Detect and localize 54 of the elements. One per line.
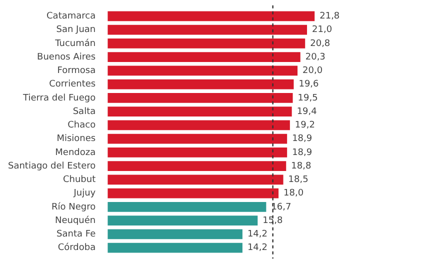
bar <box>108 93 293 103</box>
y-tick-label: Chubut <box>62 175 96 186</box>
y-tick-label: San Juan <box>56 25 96 36</box>
y-tick-label: Tucumán <box>54 38 96 49</box>
data-label: 19,2 <box>294 120 315 131</box>
data-label: 21,8 <box>320 12 340 22</box>
y-tick-label: Corrientes <box>49 80 96 90</box>
data-label: 18,5 <box>288 175 308 186</box>
bar <box>108 161 286 171</box>
y-tick-label: Tierra del Fuego <box>22 93 96 104</box>
bar <box>108 174 284 185</box>
data-label: 14,2 <box>247 230 268 240</box>
bar <box>108 66 298 76</box>
y-tick-label: Santiago del Estero <box>8 161 96 172</box>
bar <box>108 148 288 158</box>
bar <box>108 79 294 90</box>
data-label: 19,6 <box>298 80 320 90</box>
y-tick-label: Córdoba <box>58 242 96 254</box>
data-label: 18,9 <box>292 134 312 144</box>
y-tick-label: Neuquén <box>54 214 96 226</box>
data-label: 18,9 <box>292 148 312 158</box>
y-tick-label: Misiones <box>56 134 96 144</box>
y-tick-label: Buenos Aires <box>37 52 96 62</box>
data-label: 19,4 <box>296 106 318 117</box>
y-tick-label: Jujuy <box>72 188 96 199</box>
bar <box>108 134 288 144</box>
bar <box>108 229 242 240</box>
data-label: 18,8 <box>291 161 312 172</box>
y-tick-label: Santa Fe <box>56 230 96 240</box>
data-label: 20,3 <box>305 52 326 62</box>
data-label: 19,5 <box>298 93 318 104</box>
bar <box>108 242 242 253</box>
bar <box>108 120 290 130</box>
y-tick-label: Chaco <box>68 120 96 131</box>
bar <box>108 38 306 48</box>
bar <box>108 52 300 62</box>
y-tick-label: Mendoza <box>55 148 96 158</box>
y-tick-label: Río Negro <box>51 201 96 212</box>
bar <box>108 24 308 35</box>
data-label: 15,8 <box>262 216 283 226</box>
y-tick-label: Formosa <box>57 66 96 76</box>
data-label: 20,0 <box>302 66 323 76</box>
bar <box>108 11 315 22</box>
y-tick-label: Salta <box>72 106 96 117</box>
y-tick-label: Catamarca <box>46 12 96 22</box>
data-label: 16,7 <box>271 202 292 212</box>
data-label: 21,0 <box>312 25 332 36</box>
data-label: 20,8 <box>310 38 330 49</box>
bar <box>108 216 258 226</box>
data-label: 14,2 <box>247 243 268 254</box>
bar <box>108 202 266 212</box>
bar <box>108 188 279 198</box>
data-label: 18,0 <box>284 188 304 199</box>
bar <box>108 106 292 116</box>
